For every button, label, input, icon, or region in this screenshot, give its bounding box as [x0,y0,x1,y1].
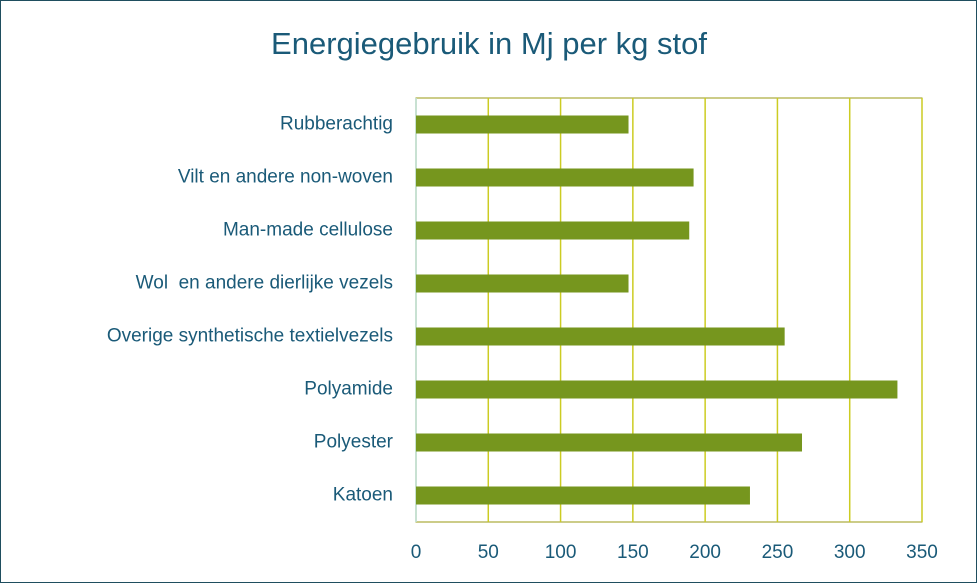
y-tick-label: Vilt en andere non-woven [178,167,393,188]
chart-title: Energiegebruik in Mj per kg stof [271,26,707,61]
bar [416,274,629,293]
y-tick-label: Overige synthetische textielvezels [107,326,393,347]
y-tick-label: Wol en andere dierlijke vezels [136,273,393,294]
x-tick-label: 300 [834,542,866,563]
x-tick-label: 100 [545,542,577,563]
bar [416,380,898,399]
x-tick-label: 350 [906,542,938,563]
y-tick-label: Polyester [314,432,394,453]
bar [416,115,629,134]
x-tick-label: 150 [617,542,649,563]
x-tick-label: 250 [762,542,794,563]
x-tick-label: 50 [478,542,499,563]
y-tick-label: Katoen [333,485,393,506]
bar [416,327,785,346]
x-tick-label: 0 [411,542,422,563]
bar [416,433,803,452]
bar [416,168,694,187]
y-tick-label: Polyamide [304,379,393,400]
x-tick-label: 200 [689,542,721,563]
y-tick-label: Rubberachtig [280,114,393,135]
bar [416,486,750,505]
bar [416,221,690,240]
y-tick-label: Man-made cellulose [223,220,393,241]
